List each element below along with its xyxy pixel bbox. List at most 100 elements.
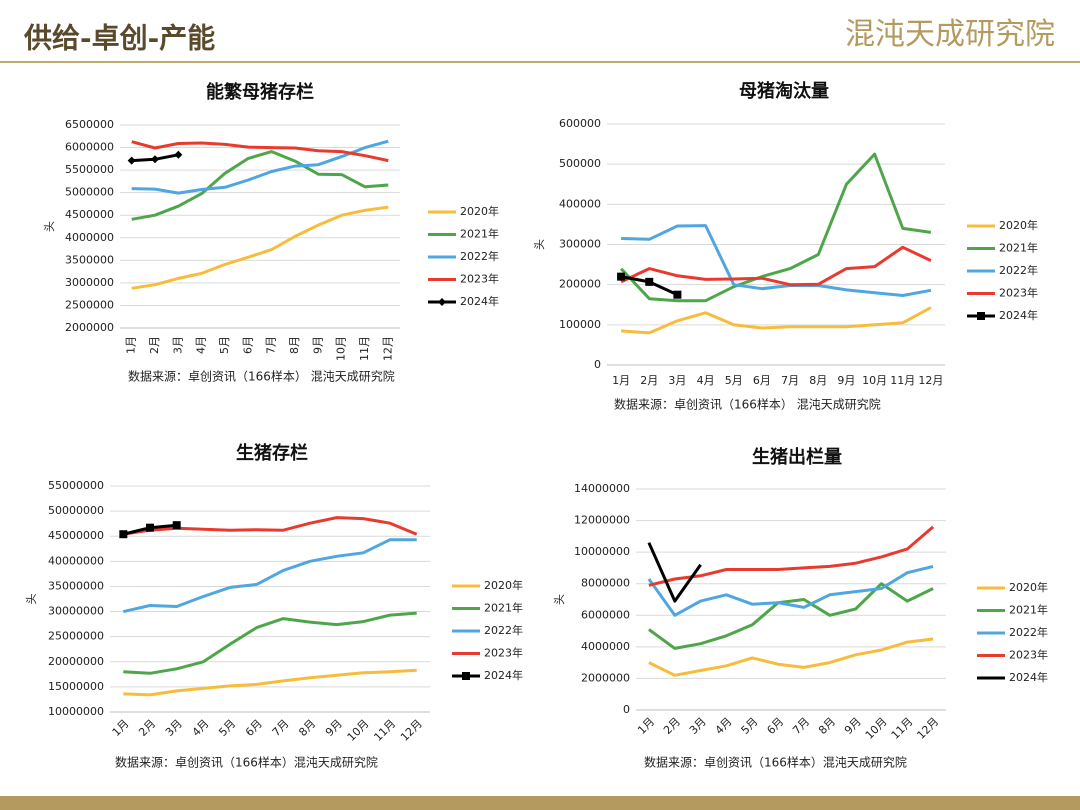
x-tick-label: 4月 (697, 374, 715, 387)
series-line (122, 538, 417, 614)
y-axis-label: 头 (43, 221, 56, 232)
point-marker (146, 523, 154, 532)
y-tick-label: 0 (623, 703, 630, 716)
y-tick-label: 6000000 (581, 608, 630, 621)
x-tick-label: 7月 (781, 374, 799, 387)
legend-label: 2024年 (460, 294, 499, 308)
x-tick-label: 10月 (335, 336, 348, 361)
point-marker (119, 530, 128, 539)
series-line (123, 611, 417, 675)
y-tick-label: 2500000 (65, 298, 114, 311)
series-line (123, 516, 418, 536)
series-line (621, 224, 932, 297)
y-tick-label: 400000 (559, 197, 601, 210)
point-marker (673, 290, 682, 299)
y-tick-label: 25000000 (48, 630, 104, 643)
x-tick-label: 2月 (148, 336, 161, 354)
legend-label: 2021年 (460, 227, 499, 241)
legend-marker (462, 672, 470, 680)
y-tick-label: 0 (594, 358, 601, 371)
source-note: 数据来源：卓创资讯（166样本）混沌天成研究院 (644, 755, 907, 770)
legend-marker (977, 312, 985, 320)
y-tick-label: 55000000 (48, 479, 104, 492)
y-tick-label: 300000 (559, 238, 601, 251)
y-axis-label: 头 (553, 594, 566, 605)
series-line (648, 525, 935, 587)
y-tick-label: 15000000 (48, 680, 104, 693)
legend-label: 2023年 (999, 286, 1038, 300)
y-tick-label: 35000000 (48, 579, 104, 592)
legend-label: 2024年 (1009, 670, 1048, 684)
x-tick-label: 6月 (753, 374, 771, 387)
x-tick-label: 4月 (195, 336, 208, 354)
y-tick-label: 12000000 (574, 514, 630, 527)
legend-label: 2024年 (999, 308, 1038, 322)
y-tick-label: 200000 (559, 278, 601, 291)
legend-marker (438, 298, 446, 306)
y-axis-label: 头 (25, 594, 38, 605)
series-line (131, 140, 389, 163)
x-tick-label: 7月 (265, 336, 278, 354)
series-line (647, 542, 702, 603)
series-line (123, 668, 417, 697)
source-note: 数据来源：卓创资讯（166样本）混沌天成研究院 (115, 755, 378, 770)
legend-label: 2023年 (1009, 648, 1048, 662)
legend-label: 2022年 (999, 263, 1038, 277)
y-tick-label: 3500000 (65, 253, 114, 266)
legend-label: 2020年 (460, 204, 499, 218)
x-tick-label: 5月 (725, 374, 743, 387)
series-line (131, 150, 389, 221)
point-marker (174, 150, 183, 159)
chart-title: 母猪淘汰量 (739, 80, 829, 102)
source-note: 数据来源：卓创资讯（166样本） 混沌天成研究院 (614, 397, 881, 412)
legend-label: 2021年 (999, 241, 1038, 255)
legend-label: 2021年 (1009, 603, 1048, 617)
series-line (648, 637, 934, 677)
legend-label: 2023年 (484, 646, 523, 660)
y-tick-label: 2000000 (65, 321, 114, 334)
y-tick-label: 6000000 (65, 141, 114, 154)
y-tick-label: 100000 (559, 318, 601, 331)
legend-label: 2022年 (484, 623, 523, 637)
y-tick-label: 6500000 (65, 118, 114, 131)
legend-label: 2024年 (484, 668, 523, 682)
y-tick-label: 30000000 (48, 605, 104, 618)
legend-label: 2022年 (460, 249, 499, 263)
point-marker (151, 155, 159, 164)
y-tick-label: 10000000 (574, 545, 630, 558)
y-tick-label: 8000000 (581, 577, 630, 590)
x-tick-label: 2月 (640, 374, 658, 387)
y-tick-label: 4000000 (581, 640, 630, 653)
x-tick-label: 3月 (171, 336, 184, 354)
y-axis-label: 头 (533, 239, 546, 250)
footer-bar (0, 796, 1080, 810)
legend-label: 2020年 (484, 578, 523, 592)
legend-label: 2020年 (999, 218, 1038, 232)
header-rule (0, 61, 1080, 63)
y-tick-label: 4000000 (65, 231, 114, 244)
y-tick-label: 40000000 (48, 554, 104, 567)
y-tick-label: 2000000 (581, 671, 630, 684)
x-tick-label: 1月 (125, 336, 138, 354)
x-tick-label: 9月 (311, 336, 324, 354)
y-tick-label: 14000000 (574, 482, 630, 495)
point-marker (172, 521, 181, 530)
y-tick-label: 600000 (559, 117, 601, 130)
logo: 混沌天成研究院 (845, 17, 1055, 52)
legend-label: 2022年 (1009, 625, 1048, 639)
point-marker (127, 156, 136, 165)
x-tick-label: 12月 (918, 374, 943, 387)
y-tick-label: 500000 (559, 157, 601, 170)
series-line (647, 564, 934, 617)
y-tick-label: 10000000 (48, 705, 104, 718)
x-tick-label: 9月 (837, 374, 855, 387)
chart-title: 能繁母猪存栏 (206, 81, 314, 103)
point-marker (617, 272, 626, 281)
series-line (131, 139, 389, 195)
y-tick-label: 3000000 (65, 276, 114, 289)
chart-title: 生猪存栏 (236, 442, 308, 464)
